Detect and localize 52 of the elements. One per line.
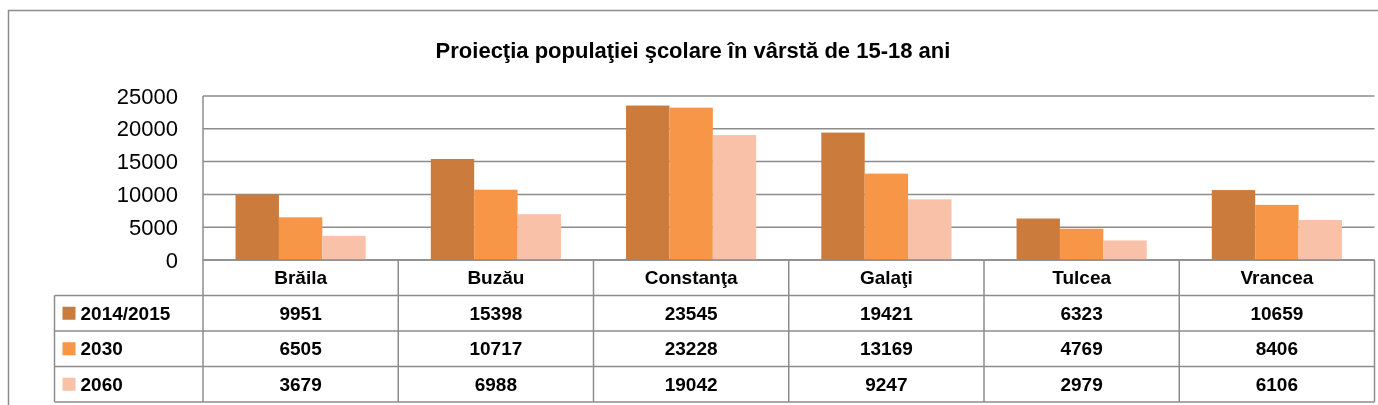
bar bbox=[1255, 204, 1299, 260]
y-tick-label: 10000 bbox=[116, 181, 178, 207]
data-label: 6323 bbox=[1060, 302, 1103, 324]
legend-label: 2014/2015 bbox=[80, 302, 171, 324]
y-tick-label: 0 bbox=[165, 247, 178, 273]
legend-label: 2060 bbox=[80, 373, 123, 395]
x-tick-label: Galaţi bbox=[859, 267, 913, 289]
data-label: 6106 bbox=[1255, 373, 1299, 395]
bar bbox=[430, 158, 475, 260]
y-tick-label: 20000 bbox=[116, 116, 178, 142]
bar bbox=[626, 105, 670, 260]
data-label: 15398 bbox=[469, 302, 523, 324]
y-tick-label: 15000 bbox=[116, 149, 178, 175]
bar bbox=[712, 135, 757, 260]
bar bbox=[1298, 219, 1342, 260]
data-label: 2979 bbox=[1060, 373, 1103, 395]
x-tick-label: Brăila bbox=[274, 267, 328, 289]
data-label: 10717 bbox=[469, 338, 523, 360]
bar bbox=[821, 132, 865, 260]
data-label: 13169 bbox=[859, 338, 913, 360]
x-tick-label: Vrancea bbox=[1240, 267, 1314, 289]
x-tick-label: Constanţa bbox=[644, 267, 738, 289]
data-label: 23228 bbox=[664, 338, 718, 360]
bar bbox=[864, 173, 909, 260]
x-tick-label: Buzău bbox=[467, 267, 525, 289]
bar bbox=[1016, 218, 1060, 260]
data-label: 3679 bbox=[279, 373, 322, 395]
data-label: 19421 bbox=[859, 302, 914, 324]
bar bbox=[322, 235, 366, 260]
bar bbox=[235, 194, 279, 260]
data-label: 8406 bbox=[1255, 338, 1299, 360]
bar bbox=[908, 199, 952, 260]
data-label: 10659 bbox=[1250, 302, 1304, 324]
data-label: 4769 bbox=[1060, 338, 1103, 360]
bar bbox=[1211, 190, 1256, 260]
data-label: 6505 bbox=[279, 338, 323, 360]
bar bbox=[278, 217, 323, 260]
data-label: 23545 bbox=[664, 302, 718, 324]
bar bbox=[1103, 240, 1147, 260]
data-label: 19042 bbox=[664, 373, 718, 395]
bar bbox=[517, 214, 561, 260]
data-label: 6988 bbox=[474, 373, 518, 395]
legend-label: 2030 bbox=[80, 338, 123, 360]
y-tick-label: 25000 bbox=[116, 83, 178, 109]
x-tick-label: Tulcea bbox=[1052, 267, 1112, 289]
bar bbox=[669, 107, 713, 260]
y-tick-label: 5000 bbox=[129, 214, 178, 240]
data-label: 9247 bbox=[865, 373, 908, 395]
chart-title: Proiecţia populaţiei şcolare în vârstă de 15-18 ani bbox=[435, 38, 951, 63]
data-label: 9951 bbox=[279, 302, 323, 324]
bar bbox=[1059, 228, 1104, 260]
bar bbox=[474, 189, 518, 260]
